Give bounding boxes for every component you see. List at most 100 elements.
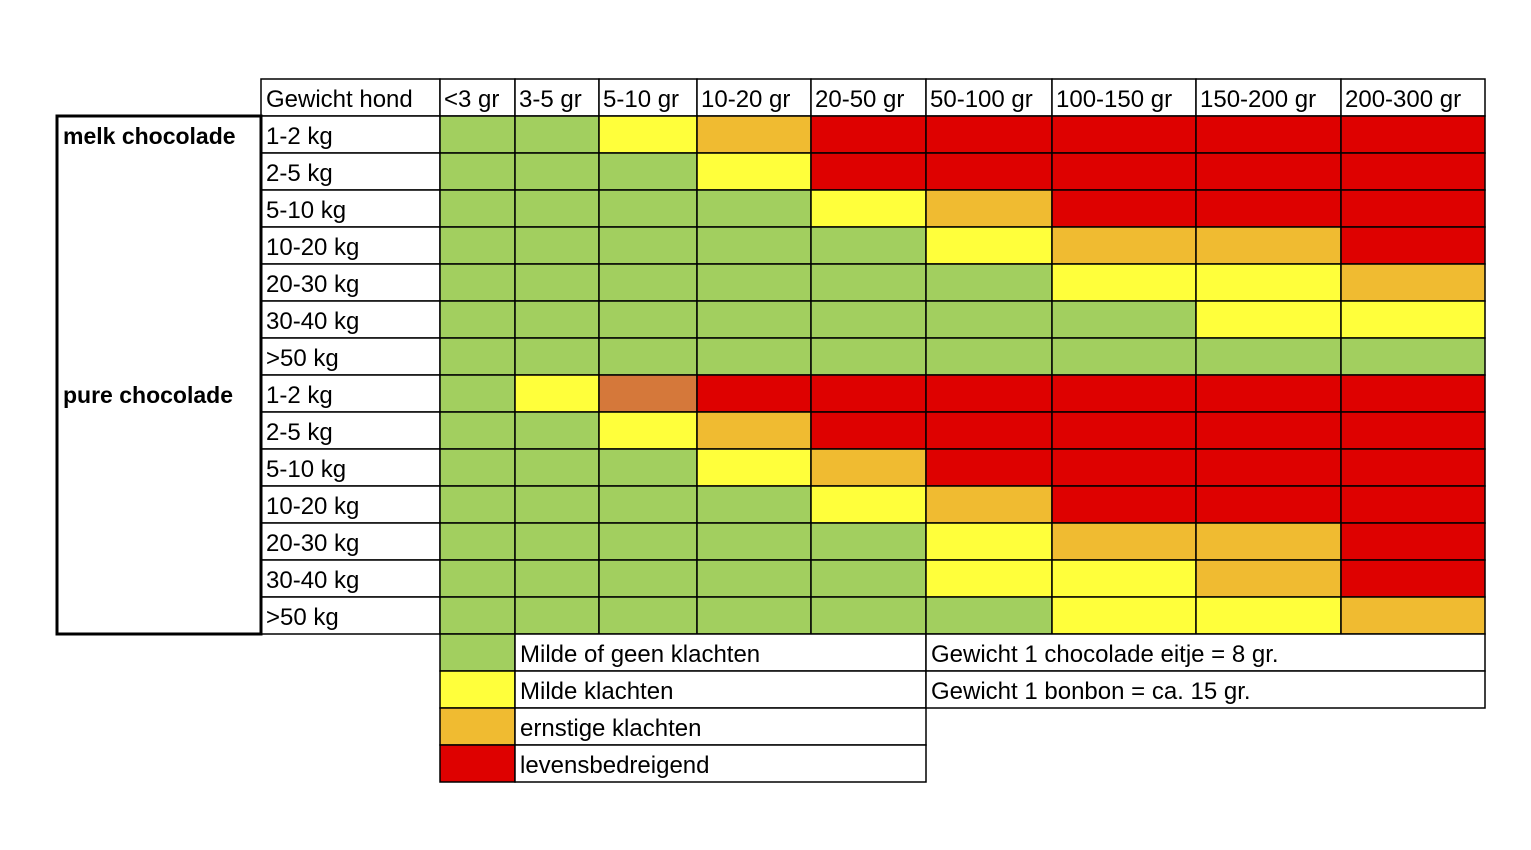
- heatmap-cell: [1051, 226, 1197, 265]
- heatmap-cell: [696, 485, 812, 524]
- heatmap-cell: [1195, 115, 1342, 154]
- column-header-cell: [1340, 78, 1486, 117]
- column-header-label: 150-200 gr: [1200, 86, 1316, 113]
- group-label: melk chocolade: [63, 123, 236, 149]
- heatmap-cell: [598, 411, 698, 450]
- heatmap-cell: [514, 226, 600, 265]
- heatmap-cell: [598, 485, 698, 524]
- heatmap-cell: [1340, 374, 1486, 413]
- heatmap-cell: [1051, 559, 1197, 598]
- heatmap-cell: [810, 522, 927, 561]
- heatmap-cell: [1195, 411, 1342, 450]
- heatmap-cell: [598, 300, 698, 339]
- heatmap-cell: [696, 263, 812, 302]
- legend-label: Milde of geen klachten: [520, 641, 760, 668]
- heatmap-cell: [439, 337, 516, 376]
- heatmap-cell: [514, 189, 600, 228]
- heatmap-cell: [925, 115, 1053, 154]
- heatmap-cell: [598, 189, 698, 228]
- heatmap-cell: [925, 522, 1053, 561]
- heatmap-cell: [1340, 337, 1486, 376]
- row-label-cell: [260, 152, 441, 191]
- note-cell: [925, 670, 1486, 709]
- heatmap-cell: [810, 226, 927, 265]
- column-header-label: 10-20 gr: [701, 86, 790, 113]
- heatmap-cell: [1340, 152, 1486, 191]
- heatmap-cell: [1051, 263, 1197, 302]
- heatmap-cell: [1195, 374, 1342, 413]
- heatmap-cell: [598, 115, 698, 154]
- column-header-cell: [1051, 78, 1197, 117]
- heatmap-cell: [514, 411, 600, 450]
- heatmap-cell: [514, 263, 600, 302]
- heatmap-cell: [696, 152, 812, 191]
- row-label: >50 kg: [266, 345, 339, 372]
- heatmap-cell: [810, 263, 927, 302]
- heatmap-cell: [598, 337, 698, 376]
- heatmap-cell: [696, 411, 812, 450]
- row-label: 5-10 kg: [266, 197, 346, 224]
- row-label-cell: [260, 448, 441, 487]
- heatmap-cell: [810, 411, 927, 450]
- heatmap-cell: [1195, 300, 1342, 339]
- corner-header-cell: [260, 78, 441, 117]
- heatmap-cell: [925, 448, 1053, 487]
- heatmap-cell: [1195, 522, 1342, 561]
- heatmap-cell: [439, 448, 516, 487]
- heatmap-cell: [925, 485, 1053, 524]
- heatmap-cell: [514, 559, 600, 598]
- heatmap-cell: [439, 152, 516, 191]
- row-label: 1-2 kg: [266, 382, 333, 409]
- heatmap-cell: [1340, 226, 1486, 265]
- heatmap-cell: [810, 448, 927, 487]
- row-label-cell: [260, 559, 441, 598]
- heatmap-cell: [696, 189, 812, 228]
- group-label: pure chocolade: [63, 382, 233, 408]
- heatmap-cell: [696, 596, 812, 635]
- column-header-label: 5-10 gr: [603, 86, 679, 113]
- row-label: 10-20 kg: [266, 234, 359, 261]
- heatmap-cell: [696, 115, 812, 154]
- heatmap-cell: [1340, 596, 1486, 635]
- heatmap-cell: [514, 596, 600, 635]
- heatmap-cell: [1195, 559, 1342, 598]
- heatmap-cell: [810, 374, 927, 413]
- heatmap-cell: [439, 189, 516, 228]
- heatmap-cell: [598, 596, 698, 635]
- corner-header-label: Gewicht hond: [266, 86, 413, 113]
- column-header-label: 20-50 gr: [815, 86, 904, 113]
- column-header-label: 50-100 gr: [930, 86, 1033, 113]
- heatmap-cell: [1195, 226, 1342, 265]
- heatmap-cell: [439, 411, 516, 450]
- heatmap-cell: [1051, 115, 1197, 154]
- heatmap-cell: [696, 374, 812, 413]
- heatmap-cell: [696, 522, 812, 561]
- heatmap-cell: [514, 448, 600, 487]
- heatmap-cell: [925, 152, 1053, 191]
- heatmap-cell: [696, 337, 812, 376]
- heatmap-cell: [598, 522, 698, 561]
- column-header-label: 200-300 gr: [1345, 86, 1461, 113]
- heatmap-cell: [925, 226, 1053, 265]
- heatmap-cell: [1051, 337, 1197, 376]
- heatmap-cell: [1340, 411, 1486, 450]
- heatmap-cell: [439, 559, 516, 598]
- row-label: 30-40 kg: [266, 308, 359, 335]
- legend-label: Milde klachten: [520, 678, 673, 705]
- note-cell: [925, 633, 1486, 672]
- heatmap-cell: [810, 115, 927, 154]
- heatmap-cell: [810, 337, 927, 376]
- heatmap-cell: [514, 485, 600, 524]
- heatmap-cell: [1051, 189, 1197, 228]
- row-label-cell: [260, 522, 441, 561]
- heatmap-cell: [598, 263, 698, 302]
- heatmap-cell: [1340, 485, 1486, 524]
- heatmap-cell: [1195, 485, 1342, 524]
- heatmap-cell: [1051, 300, 1197, 339]
- row-label: 2-5 kg: [266, 419, 333, 446]
- row-label: 2-5 kg: [266, 160, 333, 187]
- heatmap-cell: [1051, 596, 1197, 635]
- row-label: >50 kg: [266, 604, 339, 631]
- heatmap-cell: [925, 374, 1053, 413]
- heatmap-cell: [439, 485, 516, 524]
